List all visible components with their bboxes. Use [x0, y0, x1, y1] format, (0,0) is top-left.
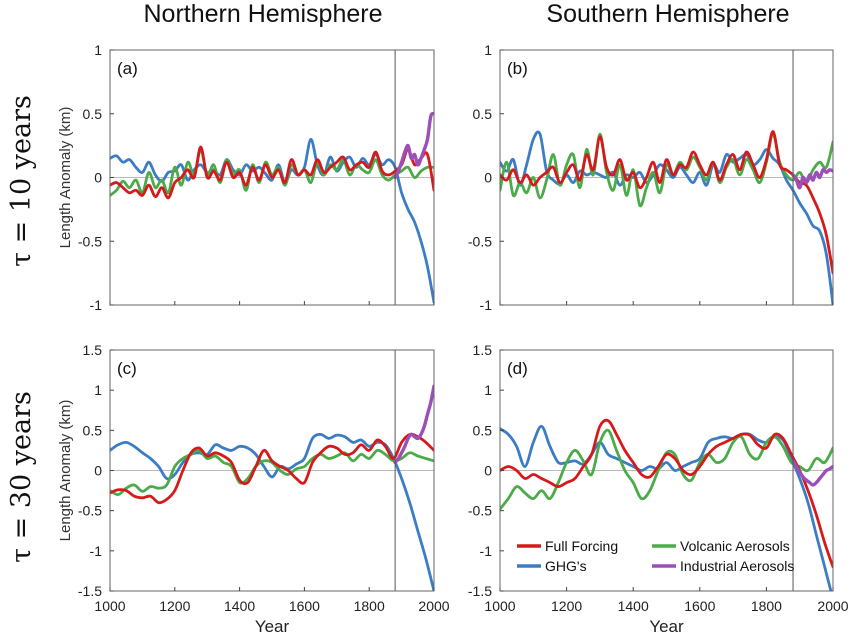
y-tick-label: 0: [94, 170, 102, 186]
panel-label: (b): [507, 59, 528, 78]
panel-label: (a): [117, 59, 138, 78]
y-tick-label: 0.5: [83, 422, 103, 438]
y-tick-label: -0.5: [468, 233, 492, 249]
column-title-northern: Northern Hemisphere: [144, 0, 383, 28]
panels: -1 -0.5 0 0.5 1 (a) Length Anomaly (km) -1 -0.5 0…: [57, 42, 849, 636]
y-tick-label: 0: [94, 463, 102, 479]
legend: Full Forcing Volcanic Aerosols GHG's Indust…: [517, 538, 794, 574]
series-line-full-forcing: [500, 130, 833, 275]
x-tick-label: 2000: [418, 598, 449, 614]
chart-panel-3: -1.5 -1 -0.5 0 0.5 1 1.5 1000 1200 1400 1600 1800 20…: [468, 342, 849, 636]
x-axis-label: Year: [649, 617, 684, 636]
series-line-ghg: [110, 433, 434, 591]
series-line-industrial: [393, 384, 434, 465]
y-tick-label: 0.5: [473, 422, 493, 438]
y-tick-label: 0.5: [83, 106, 103, 122]
y-axis-label: Length Anomaly (km): [57, 400, 74, 542]
x-tick-label: 1600: [684, 598, 715, 614]
y-tick-label: -0.5: [468, 503, 492, 519]
y-tick-label: -1: [480, 543, 493, 559]
y-tick-label: -1.5: [468, 583, 492, 599]
series-line-ghg: [500, 130, 833, 305]
y-tick-label: -0.5: [78, 233, 102, 249]
y-tick-label: -1.5: [78, 583, 102, 599]
x-tick-label: 1000: [94, 598, 125, 614]
x-tick-label: 1400: [224, 598, 255, 614]
series-line-full-forcing: [110, 145, 434, 200]
x-tick-label: 2000: [817, 598, 848, 614]
series-line-full-forcing: [500, 418, 833, 569]
series-group: [500, 418, 833, 591]
y-tick-label: -0.5: [78, 503, 102, 519]
y-tick-label: 1: [94, 42, 102, 58]
y-tick-label: -1: [480, 297, 493, 313]
series-line-volcanic: [500, 428, 833, 511]
y-tick-label: 1: [94, 382, 102, 398]
y-tick-label: 1: [484, 382, 492, 398]
y-tick-label: 0: [484, 170, 492, 186]
series-group: [110, 111, 434, 304]
series-line-industrial: [791, 167, 833, 190]
y-tick-label: 0: [484, 463, 492, 479]
x-tick-label: 1400: [618, 598, 649, 614]
row-title-tau-30: τ = 30 years: [6, 391, 37, 563]
series-group: [110, 384, 434, 591]
y-tick-label: -1: [90, 297, 103, 313]
y-tick-label: 1.5: [83, 342, 103, 358]
legend-label-volcanic: Volcanic Aerosols: [680, 538, 790, 554]
x-tick-label: 1200: [159, 598, 190, 614]
legend-label-full-forcing: Full Forcing: [545, 538, 618, 554]
row-title-tau-10: τ = 10 years: [6, 95, 37, 267]
series-line-industrial: [393, 111, 434, 180]
y-tick-label: -1: [90, 543, 103, 559]
series-line-volcanic: [110, 148, 434, 197]
x-tick-label: 1200: [551, 598, 582, 614]
series-line-full-forcing: [110, 432, 434, 505]
y-tick-label: 0.5: [473, 106, 493, 122]
series-group: [500, 130, 833, 305]
y-tick-label: 1.5: [473, 342, 493, 358]
chart-panel-1: -1 -0.5 0 0.5 1 (b): [468, 42, 834, 313]
y-axis-label: Length Anomaly (km): [57, 107, 74, 249]
x-axis-label: Year: [255, 617, 290, 636]
series-line-volcanic: [110, 448, 434, 497]
series-line-ghg: [110, 137, 434, 304]
x-tick-label: 1000: [484, 598, 515, 614]
legend-label-industrial: Industrial Aerosols: [680, 558, 794, 574]
series-line-industrial: [791, 459, 833, 487]
legend-label-ghg: GHG's: [545, 558, 587, 574]
y-tick-label: 1: [484, 42, 492, 58]
panel-label: (d): [507, 359, 528, 378]
x-tick-label: 1800: [751, 598, 782, 614]
panel-label: (c): [117, 359, 137, 378]
x-tick-label: 1800: [354, 598, 385, 614]
x-tick-label: 1600: [289, 598, 320, 614]
chart-panel-2: -1.5 -1 -0.5 0 0.5 1 1.5 1000 1200 1400 1600 1800 20…: [57, 342, 450, 636]
chart-panel-0: -1 -0.5 0 0.5 1 (a) Length Anomaly (km): [57, 42, 435, 313]
column-title-southern: Southern Hemisphere: [546, 0, 789, 28]
